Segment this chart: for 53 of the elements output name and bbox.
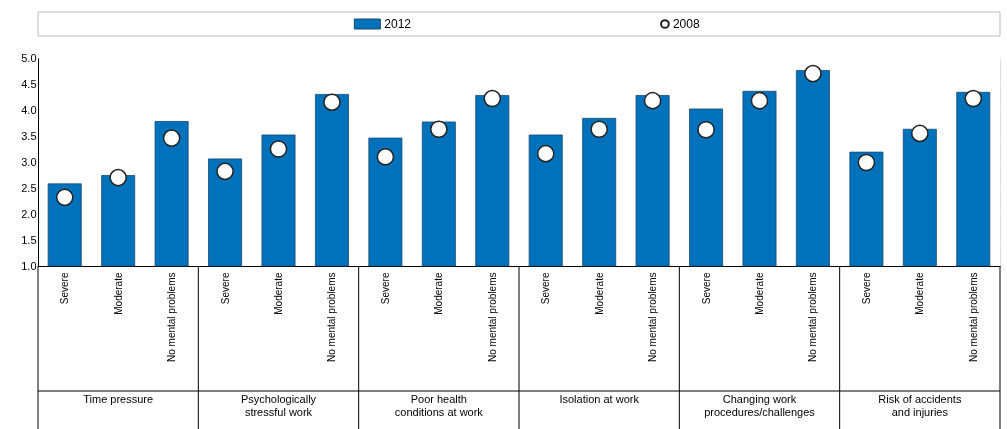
x-tick-label: Moderate <box>914 272 926 315</box>
point <box>697 120 715 139</box>
y-tick-label: 5.0 <box>21 51 37 64</box>
x-tick-label: No mental problems <box>967 272 979 362</box>
y-tick-label: 2.5 <box>21 181 37 194</box>
point <box>55 188 74 207</box>
point <box>323 93 341 111</box>
text: Changing work procedures/challenges <box>704 393 816 418</box>
x-tick-label: No mental problems <box>326 272 338 362</box>
point <box>216 162 234 181</box>
x-tick-label: Moderate <box>273 272 284 315</box>
x-tick-label: Severe <box>540 272 552 305</box>
point <box>590 120 608 139</box>
point <box>643 91 662 110</box>
point <box>804 64 822 83</box>
y-tick-label: 3.0 <box>21 155 37 168</box>
point <box>483 89 502 108</box>
x-tick-label: No mental problems <box>807 272 819 362</box>
x-tick-label: No mental problems <box>166 272 178 362</box>
x-tick-label: Severe <box>700 272 712 305</box>
x-tick-label: Moderate <box>433 272 445 315</box>
text: Isolation at work <box>559 393 640 405</box>
text: Time pressure <box>83 393 154 405</box>
x-tick-label: Moderate <box>754 272 765 315</box>
point <box>964 89 983 108</box>
x-tick-label: Moderate <box>593 272 605 315</box>
y-tick-label: 3.5 <box>21 129 37 142</box>
y-tick-label: 2.0 <box>21 207 37 220</box>
y-tick-label: 4.0 <box>21 103 37 116</box>
x-tick-label: Severe <box>219 272 231 305</box>
x-tick-label: No mental problems <box>486 272 498 362</box>
point <box>911 124 929 143</box>
text: Psychologically stressful work <box>240 393 317 418</box>
point <box>162 129 181 147</box>
point <box>430 120 448 139</box>
y-tick-label: 1.5 <box>21 233 37 246</box>
legend-label: 2008 <box>672 17 700 31</box>
point <box>376 148 395 166</box>
y-tick-label: 1.0 <box>21 259 37 272</box>
x-tick-label: Severe <box>59 272 71 305</box>
text: Poor health conditions at work <box>394 393 484 418</box>
x-tick-label: Moderate <box>112 272 124 315</box>
point <box>269 140 288 158</box>
x-tick-label: Severe <box>860 272 872 305</box>
y-tick-label: 4.5 <box>21 77 37 90</box>
legend-label: 2012 <box>384 17 412 31</box>
x-tick-label: Severe <box>379 272 391 305</box>
point <box>109 168 127 187</box>
point <box>750 91 769 110</box>
point <box>536 144 555 163</box>
text: Risk of accidents and injuries <box>878 393 962 418</box>
x-tick-label: No mental problems <box>647 272 659 362</box>
point <box>857 153 876 172</box>
